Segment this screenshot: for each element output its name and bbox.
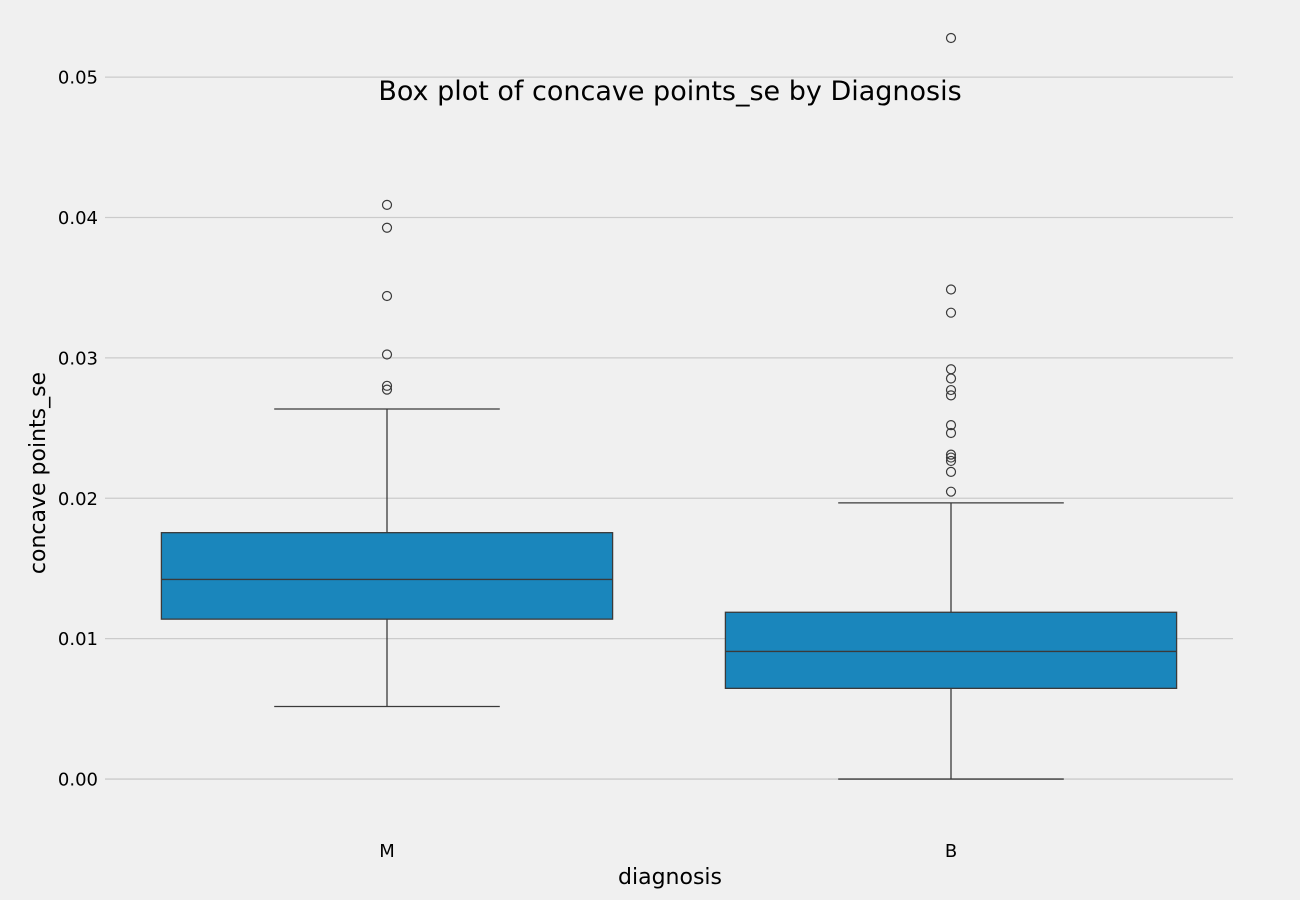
box-m xyxy=(160,532,614,620)
box-group-b xyxy=(724,32,1178,780)
x-tick-label-m: M xyxy=(379,841,395,862)
y-tick-labels: 0.00 0.01 0.02 0.03 0.04 0.05 xyxy=(58,68,98,791)
outlier-b-1 xyxy=(945,284,957,295)
y-tick-label-5: 0.05 xyxy=(58,68,98,89)
outlier-m-4 xyxy=(381,380,393,391)
chart-title: Box plot of concave points_se by Diagnos… xyxy=(378,76,961,107)
y-tick-label-2: 0.02 xyxy=(58,489,98,510)
outlier-b-2 xyxy=(945,307,957,318)
outlier-m-1 xyxy=(381,222,393,233)
outlier-b-7 xyxy=(945,420,957,431)
outlier-b-11 xyxy=(945,455,957,467)
y-tick-label-3: 0.03 xyxy=(58,348,98,369)
outlier-b-0 xyxy=(945,32,957,44)
outlier-b-8 xyxy=(945,427,957,439)
outlier-b-6 xyxy=(945,390,957,401)
box-group-m xyxy=(160,199,614,708)
y-axis-label: concave points_se xyxy=(26,372,51,574)
x-tick-label-b: B xyxy=(945,841,957,862)
x-axis-label: diagnosis xyxy=(618,865,722,890)
outlier-m-3 xyxy=(381,349,393,360)
outlier-m-5 xyxy=(381,384,393,395)
outlier-b-5 xyxy=(945,384,957,396)
boxes xyxy=(160,32,1178,780)
outlier-b-4 xyxy=(945,373,957,384)
y-tick-label-1: 0.01 xyxy=(58,629,98,650)
y-tick-label-0: 0.00 xyxy=(58,770,98,791)
y-tick-label-4: 0.04 xyxy=(58,208,98,229)
outlier-m-2 xyxy=(381,290,393,302)
outlier-b-10 xyxy=(945,452,957,463)
box-b xyxy=(724,611,1178,690)
outlier-b-12 xyxy=(945,466,957,477)
outlier-m-0 xyxy=(381,199,393,210)
outlier-b-9 xyxy=(945,449,957,460)
outlier-b-13 xyxy=(945,486,957,497)
